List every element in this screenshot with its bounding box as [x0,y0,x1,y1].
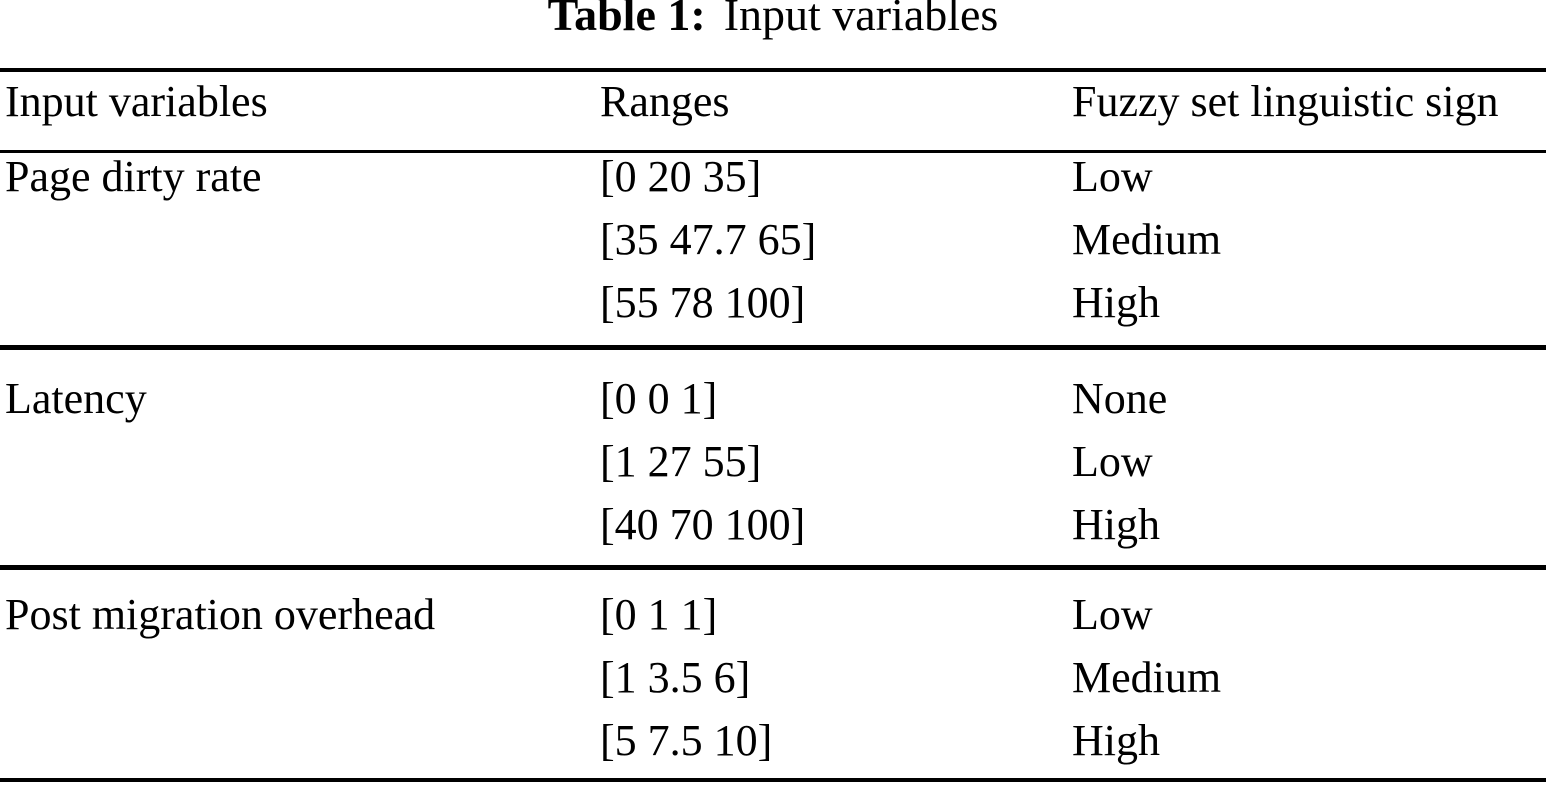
table-group-rule [0,565,1546,570]
signs-cell: Low Medium High [1072,145,1546,334]
table-caption: Table 1: Input variables [0,0,1546,40]
variable-cell: Latency [5,374,147,423]
signs-cell: None Low High [1072,367,1546,556]
range-value: [5 7.5 10] [600,716,773,765]
range-value: [1 3.5 6] [600,653,751,702]
column-header-ranges: Ranges [600,77,730,126]
table-caption-number: Table 1: [547,0,706,40]
range-value: [0 1 1] [600,590,718,639]
range-value: [40 70 100] [600,500,806,549]
sign-value: High [1072,500,1160,549]
sign-value: Medium [1072,215,1222,264]
range-value: [35 47.7 65] [600,215,817,264]
range-value: [1 27 55] [600,437,762,486]
sign-value: High [1072,278,1160,327]
table-caption-title: Input variables [723,0,999,40]
table-header-rule [0,150,1546,153]
sign-value: Low [1072,152,1153,201]
ranges-cell: [0 20 35] [35 47.7 65] [55 78 100] [600,145,1072,334]
sign-value: High [1072,716,1160,765]
table-group-post-migration-overhead: Post migration overhead [0 1 1] [1 3.5 6… [0,583,1546,772]
table-bottom-rule [0,778,1546,782]
table-group-page-dirty-rate: Page dirty rate [0 20 35] [35 47.7 65] [… [0,145,1546,334]
range-value: [0 20 35] [600,152,762,201]
ranges-cell: [0 1 1] [1 3.5 6] [5 7.5 10] [600,583,1072,772]
sign-value: None [1072,374,1168,423]
table-group-rule [0,345,1546,350]
sign-value: Medium [1072,653,1222,702]
table-header-row: Input variables Ranges Fuzzy set linguis… [0,70,1546,133]
range-value: [0 0 1] [600,374,718,423]
column-header-input-variables: Input variables [5,77,268,126]
table-top-rule [0,68,1546,72]
sign-value: Low [1072,437,1153,486]
signs-cell: Low Medium High [1072,583,1546,772]
table-group-latency: Latency [0 0 1] [1 27 55] [40 70 100] No… [0,367,1546,556]
ranges-cell: [0 0 1] [1 27 55] [40 70 100] [600,367,1072,556]
range-value: [55 78 100] [600,278,806,327]
variable-cell: Page dirty rate [5,152,262,201]
column-header-fuzzy-set: Fuzzy set linguistic sign [1072,77,1499,126]
variable-cell: Post migration overhead [5,590,436,639]
sign-value: Low [1072,590,1153,639]
